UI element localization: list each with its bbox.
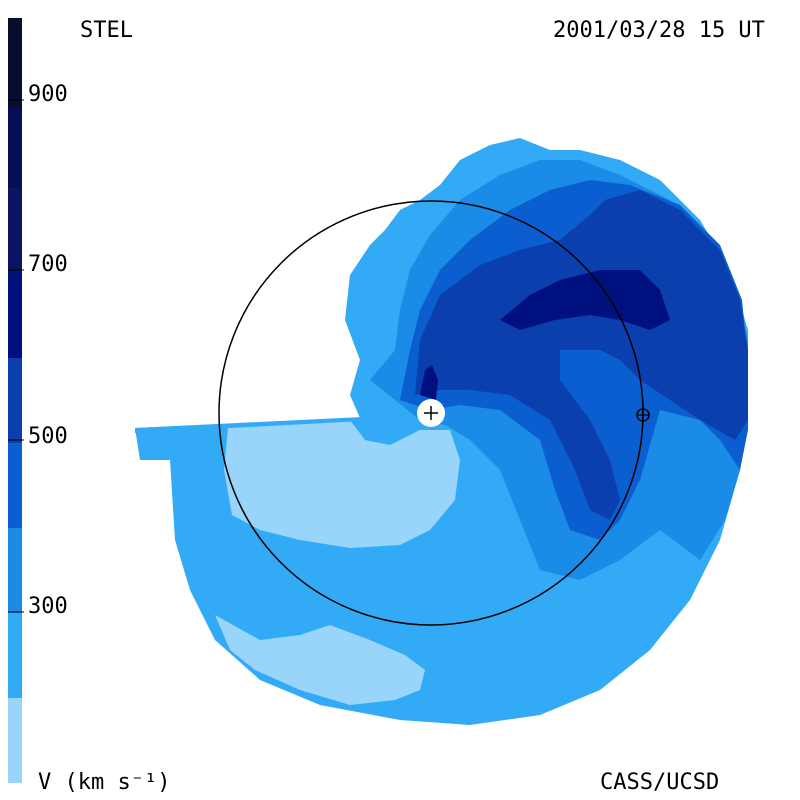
earth-marker [636,408,650,422]
colorbar-band-1 [8,18,22,108]
timestamp-label: 2001/03/28 15 UT [553,18,765,43]
velocity-unit-label: V (km s⁻¹) [38,770,171,795]
colorbar-band-9 [8,698,22,783]
colorbar-band-8 [8,613,22,698]
colorbar-label-300: 300 [28,594,68,619]
colorbar-band-2 [8,108,22,188]
region-lightest-bottom [215,615,425,705]
region-dark [415,190,748,520]
colorbar-band-4 [8,273,22,358]
colorbar-label-700: 700 [28,252,68,277]
colorbar-label-900: 900 [28,82,68,107]
region-darkest-small [420,365,438,400]
colorbar-band-3 [8,188,22,273]
colorbar-band-6 [8,443,22,528]
colorbar-band-5 [8,358,22,443]
colorbar [8,18,24,783]
instrument-label: STEL [80,18,133,43]
velocity-disk [135,138,748,725]
region-spike [135,417,362,433]
colorbar-label-500: 500 [28,424,68,449]
region-lightest [224,420,460,548]
region-darkest [500,270,670,330]
colorbar-band-7 [8,528,22,613]
sun-marker [417,399,445,427]
credit-label: CASS/UCSD [600,770,720,795]
